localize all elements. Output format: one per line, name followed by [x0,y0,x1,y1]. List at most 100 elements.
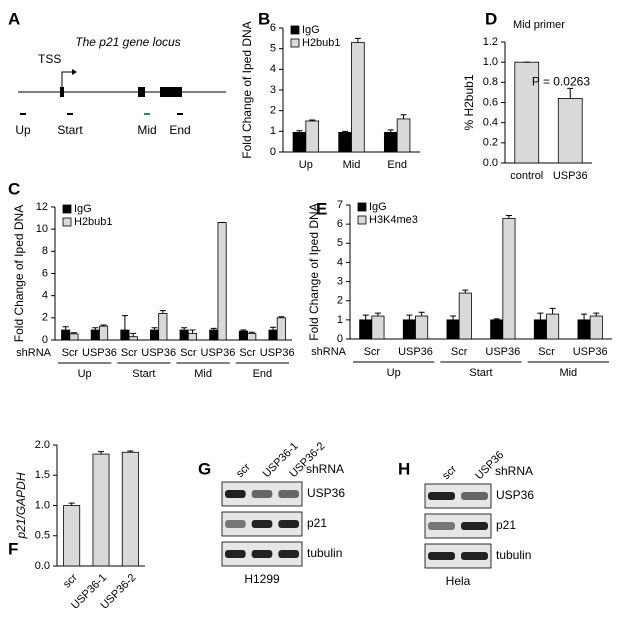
tss-arrow [61,71,74,87]
error-bar [418,311,425,317]
x-tick-label: End [387,159,407,171]
bar [158,312,168,341]
group-label: Up [387,367,401,379]
blot-band [428,552,455,560]
y-tick-label: 1.0 [483,56,498,68]
error-bar [130,332,137,337]
x-tick-label: USP36 [82,347,117,359]
error-bar [121,315,128,331]
bar [458,292,472,340]
bar [557,98,583,164]
y-tick-label: 0.5 [35,530,50,542]
group-label: Mid [194,368,212,380]
x-tick-label: Scr [364,346,381,358]
panel-letter: D [485,9,497,28]
row-label: p21 [496,518,516,532]
y-tick-label: 0 [337,333,343,345]
group-label: End [253,368,273,380]
bar [69,333,79,341]
bar [396,118,411,153]
bar-chart: D 0.0 0.2 0.4 0.6 0.8 1.0 1.2 % H2bub1 control USP… [462,9,592,182]
error-bar [98,451,104,455]
legend-label: IgG [302,24,320,36]
bar [546,313,560,340]
bar [292,131,307,153]
y-tick-label: 12 [36,201,48,213]
legend-label: IgG [74,203,92,215]
error-bar [593,312,600,317]
panel-a: A The p21 gene locus TSS Up Start Mid En… [8,9,226,137]
x-tick-label: control [510,170,543,182]
x-prefix: shRNA [16,347,52,359]
group-label: Start [469,367,492,379]
bar [577,319,591,340]
error-bar [354,37,361,43]
tss-arrowhead [72,69,77,75]
x-tick-label: USP36 [141,347,176,359]
bar [415,315,429,340]
x-tick-label: USP36 [260,347,295,359]
legend-label: IgG [369,201,387,213]
y-tick-label: 1.5 [35,469,50,481]
x-tick-label: Scr [121,347,138,359]
row-label: USP36 [307,486,345,500]
error-bar [505,215,512,219]
blot-band [461,492,488,500]
lane-label: scr [234,461,253,480]
error-bar [296,130,303,133]
bar [92,453,110,567]
blot-band [428,522,455,530]
error-bar [549,307,556,315]
region-label: Mid [137,123,156,137]
row-label: p21 [307,516,327,530]
y-tick-label: 3 [270,84,276,96]
lane-label: scr [440,463,459,482]
y-tick-label: 0 [270,146,276,158]
y-tick-label: 2.0 [35,439,50,451]
blot-band [225,520,246,528]
bar [276,317,286,341]
error-bar [567,87,574,99]
y-tick-label: 0.4 [483,117,498,129]
blot-band [278,490,299,498]
error-bar [92,327,99,331]
x-tick-label: Up [299,159,313,171]
x-prefix: shRNA [311,346,347,358]
exon [138,87,145,97]
x-tick-label: USP36 [485,346,520,358]
y-tick-label: 1.0 [35,499,50,511]
error-bar [248,331,255,334]
blot-band [461,552,488,560]
cell-line: H1299 [244,572,280,586]
y-tick-label: 0.6 [483,96,498,108]
y-tick-label: 3 [337,275,343,287]
bar [217,222,227,341]
y-tick-label: 5 [270,43,276,55]
y-axis-label: Fold Change of Iped DNA [307,203,321,340]
y-tick-label: 5 [337,237,343,249]
error-bar [493,318,500,320]
bar [383,131,398,153]
bar [338,131,352,153]
bar [209,329,219,341]
bar [351,42,365,153]
bar [187,332,198,341]
locus-title: The p21 gene locus [75,35,180,49]
exon [160,87,182,97]
bar [247,332,257,341]
legend-swatch [290,25,300,35]
y-axis-label: Fold Change of Iped DNA [12,205,26,342]
blot-band [428,492,455,500]
error-bar [151,327,158,331]
error-bar [362,314,369,320]
exon [60,87,64,97]
y-tick-label: 0.0 [35,560,50,572]
blot-band [278,550,299,558]
error-bar [70,332,77,334]
bar-chart: F0.00.51.01.52.0p21/GAPDHscrUSP36-1USP36… [8,439,145,612]
chart-title: Mid primer [513,19,565,31]
error-bar [210,327,217,331]
blot-band [225,550,246,558]
y-tick-label: 10 [36,223,48,235]
